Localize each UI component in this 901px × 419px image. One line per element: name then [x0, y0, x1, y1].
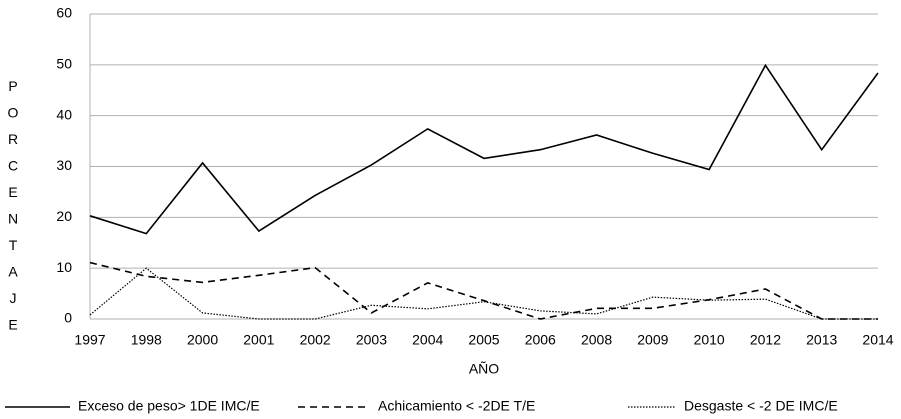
- legend-label: Achicamiento < -2DE T/E: [378, 398, 535, 414]
- y-axis-title: PORCENTAJE: [5, 78, 21, 343]
- series-line: [89, 267, 878, 320]
- x-tick-label: 2002: [300, 332, 331, 348]
- x-tick-label: 1997: [74, 332, 105, 348]
- x-tick-label: 2000: [187, 332, 218, 348]
- x-axis-title: AÑO: [469, 361, 499, 377]
- y-tick-label: 20: [56, 208, 72, 224]
- x-tick-label: 2014: [862, 332, 893, 348]
- legend-label: Exceso de peso> 1DE IMC/E: [78, 398, 260, 414]
- series-line: [89, 63, 879, 235]
- x-tick-label: 2003: [356, 332, 387, 348]
- x-tick-label: 2006: [525, 332, 556, 348]
- y-tick-label: 10: [56, 259, 72, 275]
- x-tick-label: 2010: [694, 332, 725, 348]
- x-tick-label: 2004: [412, 332, 443, 348]
- x-tick-label: 2005: [468, 332, 499, 348]
- legend-label: Desgaste < -2 DE IMC/E: [684, 398, 838, 414]
- x-tick-label: 1998: [131, 332, 162, 348]
- x-tick-label: 2013: [806, 332, 837, 348]
- y-tick-label: 60: [56, 5, 72, 21]
- series-line: [89, 261, 878, 320]
- y-tick-label: 50: [56, 56, 72, 72]
- y-tick-label: 40: [56, 106, 72, 122]
- x-tick-label: 2012: [750, 332, 781, 348]
- x-tick-label: 2009: [637, 332, 668, 348]
- y-tick-label: 0: [64, 310, 72, 326]
- x-tick-label: 2001: [243, 332, 274, 348]
- y-tick-label: 30: [56, 157, 72, 173]
- x-tick-label: 2008: [581, 332, 612, 348]
